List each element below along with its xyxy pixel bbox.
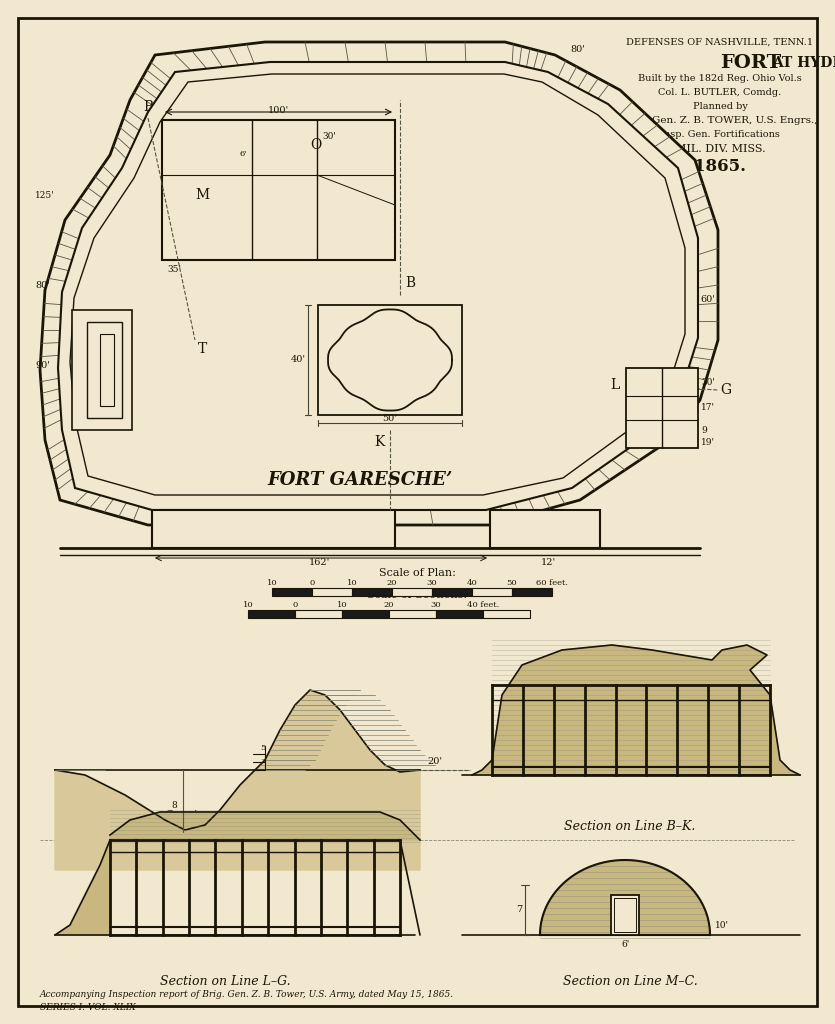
Text: 19': 19' — [701, 438, 715, 447]
Text: 0: 0 — [292, 601, 297, 609]
Text: G: G — [720, 383, 731, 397]
Text: 8: 8 — [171, 801, 177, 810]
Text: M: M — [195, 188, 209, 202]
Polygon shape — [490, 510, 600, 548]
Text: 80': 80' — [570, 45, 585, 54]
Text: P: P — [144, 100, 153, 114]
Polygon shape — [40, 42, 718, 525]
Bar — [392, 588, 432, 596]
Text: 10: 10 — [337, 601, 347, 609]
Polygon shape — [110, 812, 420, 840]
Text: Insp. Gen. Fortifications: Insp. Gen. Fortifications — [660, 130, 780, 139]
Polygon shape — [58, 62, 698, 510]
Text: Planned by: Planned by — [692, 102, 747, 111]
Text: 30: 30 — [427, 579, 438, 587]
Text: MIL. DIV. MISS.: MIL. DIV. MISS. — [675, 144, 766, 154]
Bar — [483, 610, 530, 618]
Text: FORT: FORT — [720, 54, 782, 72]
Text: Col. L. BUTLER, Comdg.: Col. L. BUTLER, Comdg. — [658, 88, 782, 97]
Bar — [295, 610, 342, 618]
Text: Scale of Sections:: Scale of Sections: — [367, 590, 467, 600]
Bar — [352, 588, 392, 596]
Polygon shape — [100, 334, 114, 406]
Text: 10: 10 — [266, 579, 277, 587]
Text: 50: 50 — [507, 579, 518, 587]
Text: 20': 20' — [428, 757, 443, 766]
Text: K: K — [375, 435, 385, 449]
Polygon shape — [540, 860, 710, 935]
Text: 10: 10 — [243, 601, 253, 609]
Text: DEFENSES OF NASHVILLE, TENN.1: DEFENSES OF NASHVILLE, TENN.1 — [626, 38, 813, 47]
Text: 35': 35' — [167, 265, 181, 274]
Text: Scale of Plan:: Scale of Plan: — [378, 568, 455, 578]
Text: 30': 30' — [701, 378, 715, 387]
Text: Section on Line L–G.: Section on Line L–G. — [159, 975, 291, 988]
Text: 5: 5 — [260, 744, 266, 752]
Text: 80': 80' — [35, 281, 50, 290]
Text: 20: 20 — [384, 601, 394, 609]
Polygon shape — [614, 898, 636, 932]
Text: 30: 30 — [431, 601, 442, 609]
Text: 100': 100' — [268, 106, 289, 115]
Polygon shape — [318, 305, 462, 415]
Text: Brig. Gen. Z. B. TOWER, U.S. Engrs.,: Brig. Gen. Z. B. TOWER, U.S. Engrs., — [623, 116, 817, 125]
Text: 6': 6' — [240, 150, 247, 158]
Text: Section on Line P.–T.: Section on Line P.–T. — [165, 810, 295, 823]
Polygon shape — [472, 645, 800, 775]
Text: 20: 20 — [387, 579, 397, 587]
Text: 17': 17' — [701, 403, 715, 412]
Polygon shape — [152, 510, 395, 548]
Bar — [312, 588, 352, 596]
Polygon shape — [328, 309, 452, 411]
Text: 90': 90' — [35, 360, 50, 370]
Bar — [512, 588, 552, 596]
Text: O: O — [310, 138, 321, 152]
Text: 10': 10' — [715, 921, 729, 930]
Bar — [472, 588, 512, 596]
Text: 0: 0 — [310, 579, 315, 587]
Bar — [611, 895, 639, 935]
Bar — [342, 610, 389, 618]
Bar — [432, 588, 472, 596]
Polygon shape — [55, 840, 110, 935]
Text: AT HYDE’S FERRY.: AT HYDE’S FERRY. — [772, 56, 835, 70]
Polygon shape — [72, 310, 132, 430]
Text: 60': 60' — [700, 296, 715, 304]
Polygon shape — [162, 120, 395, 260]
Text: 7: 7 — [516, 905, 522, 914]
Bar — [389, 610, 436, 618]
Text: Built by the 182d Reg. Ohio Vol.s: Built by the 182d Reg. Ohio Vol.s — [638, 74, 802, 83]
Bar — [248, 610, 295, 618]
Polygon shape — [87, 322, 122, 418]
Text: 30': 30' — [322, 132, 336, 141]
Text: 40 feet.: 40 feet. — [467, 601, 499, 609]
Text: FORT GARESCHEʼ: FORT GARESCHEʼ — [267, 471, 453, 489]
Text: 6': 6' — [621, 940, 629, 949]
Text: 3½: 3½ — [260, 758, 274, 766]
Text: 40': 40' — [291, 355, 306, 365]
Text: B: B — [405, 276, 415, 290]
Polygon shape — [626, 368, 698, 449]
Text: 9: 9 — [701, 426, 706, 435]
Text: T: T — [198, 342, 207, 356]
Bar — [436, 610, 483, 618]
Text: Section on Line B–K.: Section on Line B–K. — [564, 820, 696, 833]
Bar — [272, 588, 312, 596]
Text: Accompanying Inspection report of Brig. Gen. Z. B. Tower, U.S. Army, dated May 1: Accompanying Inspection report of Brig. … — [40, 990, 454, 999]
Text: 50': 50' — [382, 414, 397, 423]
Polygon shape — [70, 74, 685, 495]
Text: 40: 40 — [467, 579, 478, 587]
Text: 162': 162' — [309, 558, 331, 567]
Text: 1865.: 1865. — [694, 158, 746, 175]
Text: 60 feet.: 60 feet. — [536, 579, 568, 587]
Text: SERIES I. VOL. XLIX: SERIES I. VOL. XLIX — [40, 1002, 135, 1012]
Text: Section on Line M–C.: Section on Line M–C. — [563, 975, 697, 988]
Polygon shape — [55, 690, 420, 870]
Text: 12': 12' — [540, 558, 555, 567]
Text: L: L — [610, 378, 620, 392]
Text: 10: 10 — [347, 579, 357, 587]
Text: 125': 125' — [35, 190, 55, 200]
